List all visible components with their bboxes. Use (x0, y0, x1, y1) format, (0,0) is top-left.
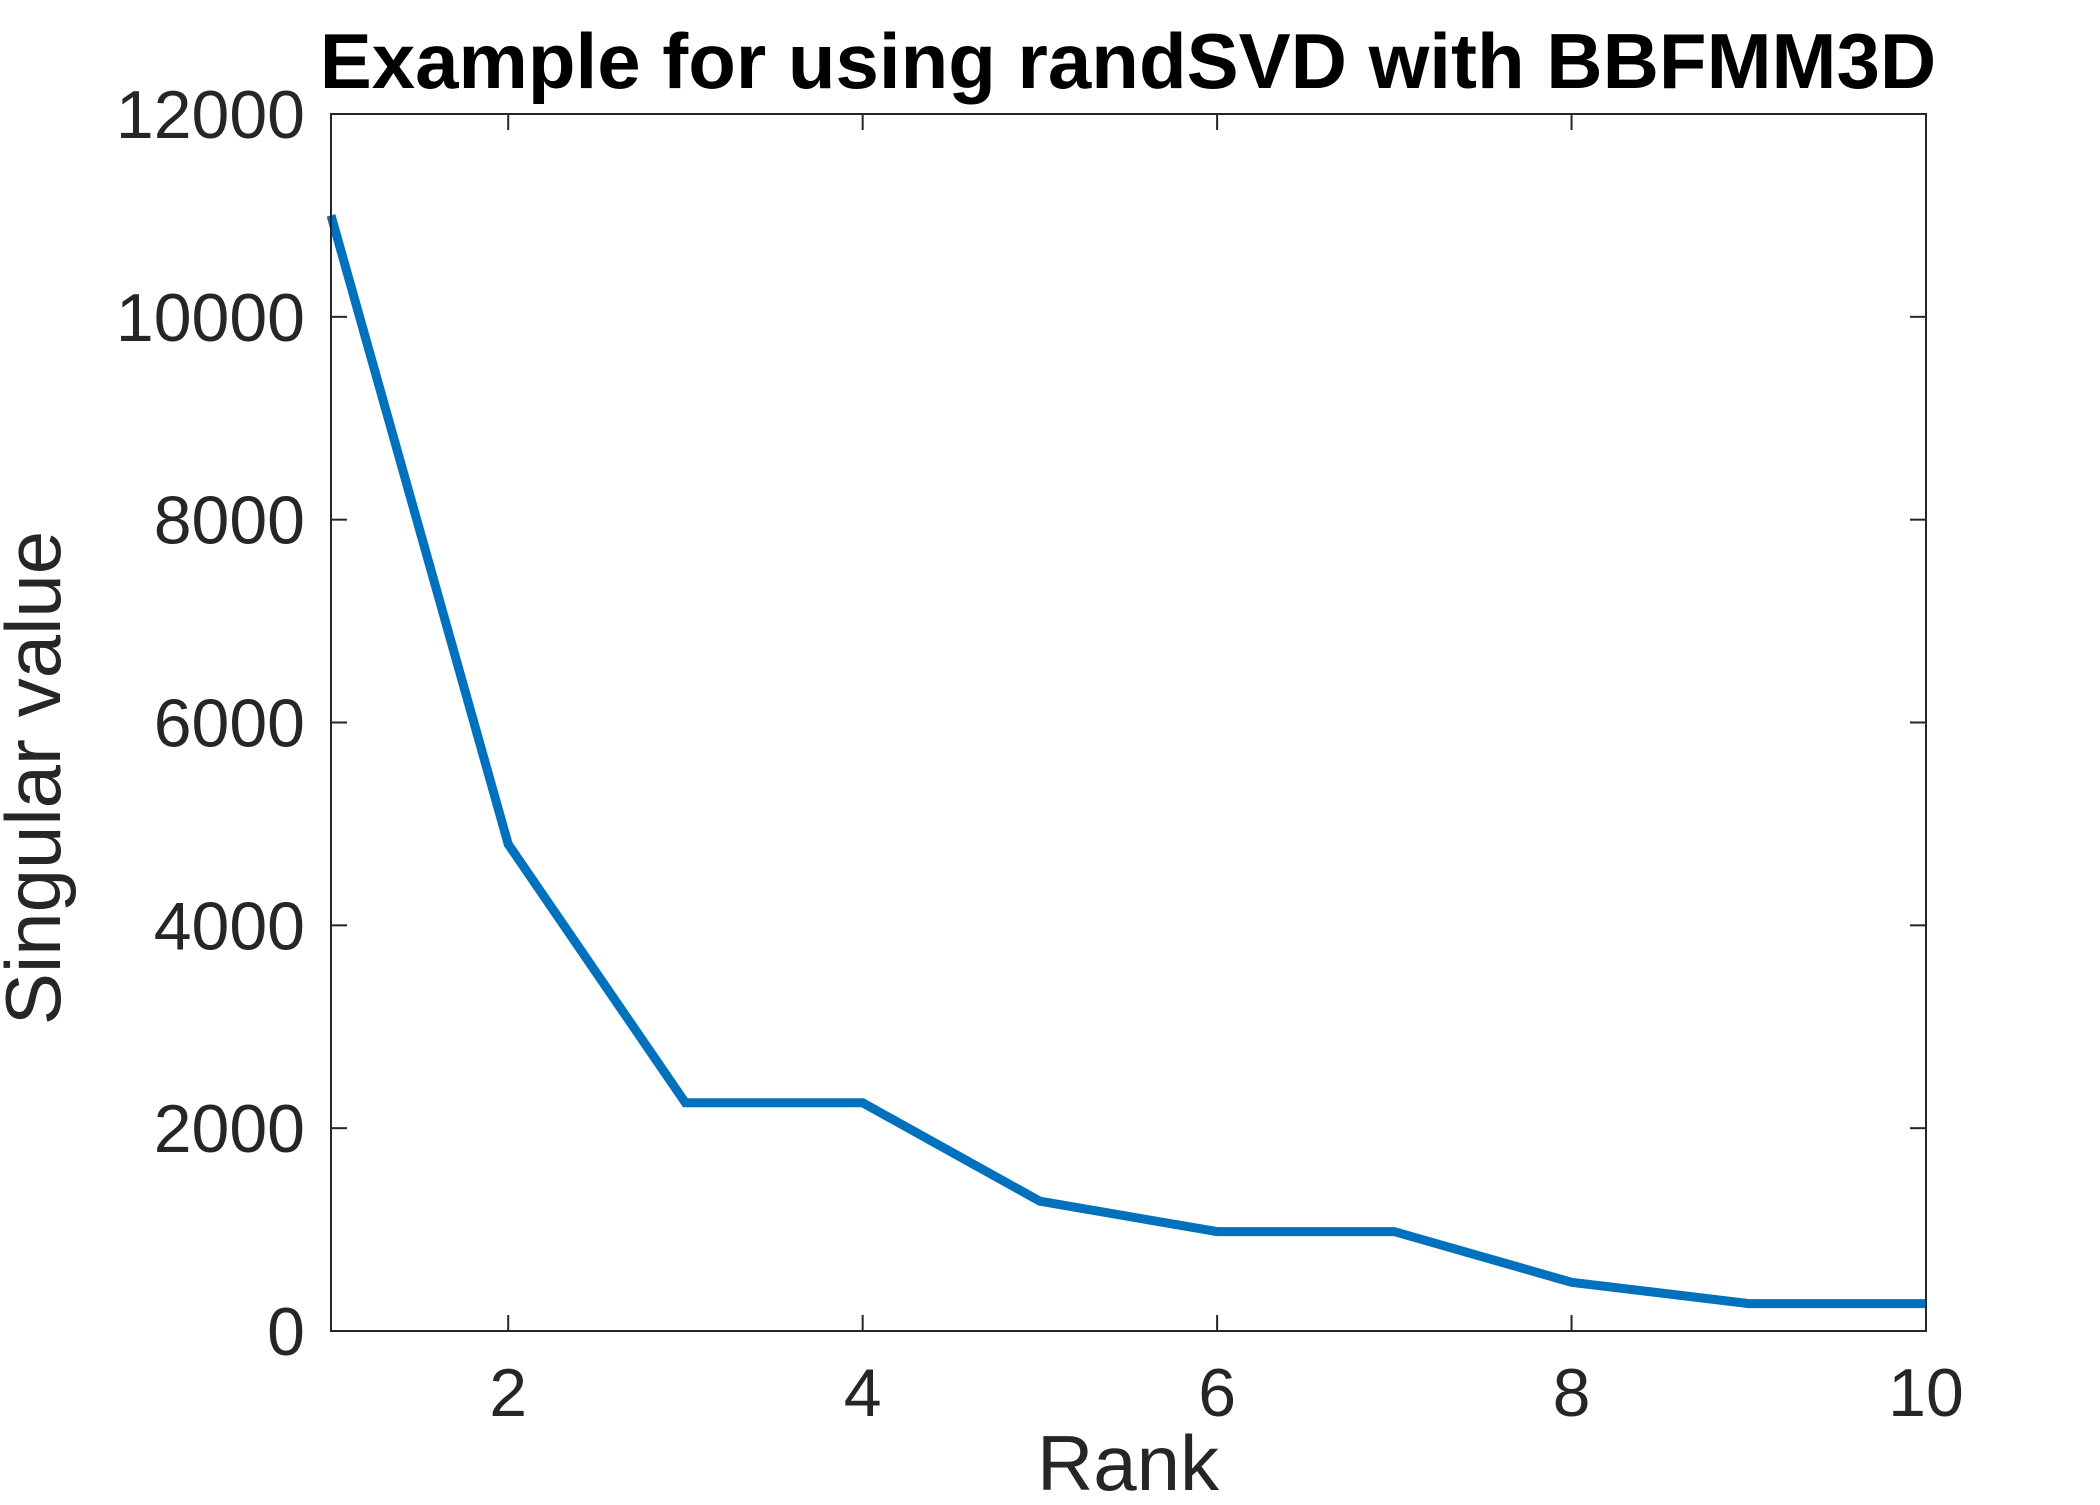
x-tick-label: 2 (489, 1355, 527, 1431)
y-axis-label: Singular value (0, 531, 77, 1025)
chart-title: Example for using randSVD with BBFMM3D (320, 17, 1936, 105)
axes-box (331, 114, 1926, 1331)
series-line-0 (331, 215, 1926, 1303)
y-tick-label: 0 (267, 1294, 305, 1370)
y-tick-label: 4000 (154, 888, 305, 964)
y-tick-label: 8000 (154, 483, 305, 559)
x-axis-label: Rank (1037, 1419, 1220, 1500)
y-tick-label: 6000 (154, 686, 305, 762)
y-tick-label: 2000 (154, 1091, 305, 1167)
y-tick-label: 12000 (116, 77, 305, 153)
x-tick-label: 8 (1553, 1355, 1591, 1431)
x-tick-label: 10 (1888, 1355, 1964, 1431)
y-tick-label: 10000 (116, 280, 305, 356)
x-tick-label: 4 (844, 1355, 882, 1431)
